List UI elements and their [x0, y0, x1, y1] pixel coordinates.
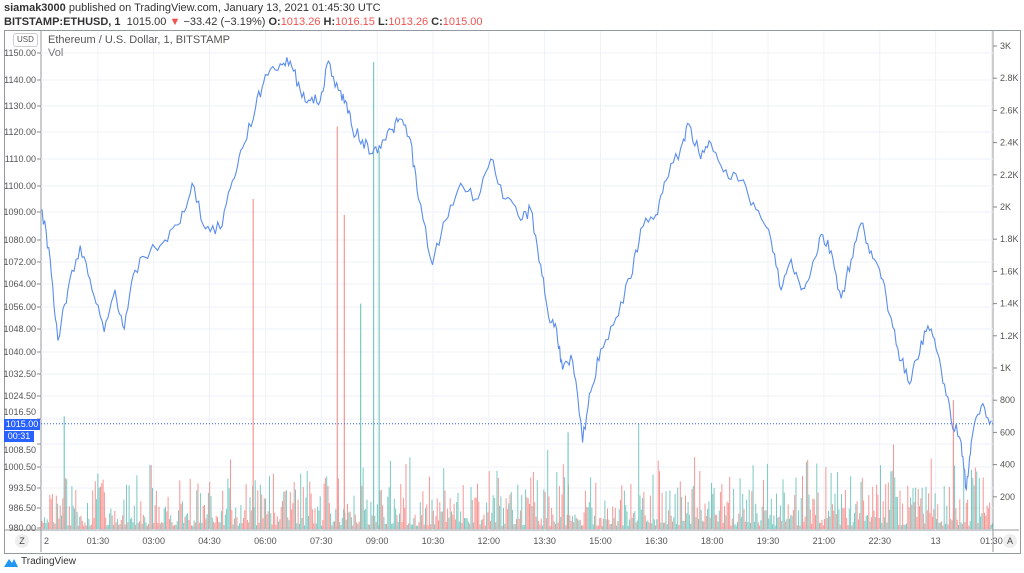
zoom-reset-button[interactable]: Z: [15, 534, 29, 548]
ohlc-bar: BITSTAMP:ETHUSD, 1 1015.00 ▼ −33.42 (−3.…: [4, 16, 483, 28]
time-tick-label: 10:30: [422, 536, 445, 546]
tradingview-logo-icon: [4, 559, 18, 567]
left-tick-label: 1048.00: [3, 324, 36, 334]
right-tick-label: 1.2K: [1000, 331, 1019, 341]
chart-legend-title: Ethereum / U.S. Dollar, 1, BITSTAMP: [48, 34, 230, 46]
time-tick-label: 12:00: [478, 536, 501, 546]
left-tick-label: 1072.00: [3, 257, 36, 267]
left-tick-label: 1140.00: [4, 75, 36, 85]
left-tick-label: 1056.00: [3, 302, 36, 312]
time-tick-label: 13:30: [533, 536, 556, 546]
right-tick-label: 2.2K: [1000, 170, 1019, 180]
last-price: 1015.00: [126, 16, 167, 28]
left-tick-label: 1150.00: [4, 48, 36, 58]
left-tick-label: 1000.50: [3, 462, 36, 472]
left-tick-label: 1080.00: [3, 235, 36, 245]
time-tick-label: 19:30: [757, 536, 780, 546]
time-tick-label: 09:00: [366, 536, 389, 546]
right-tick-label: 1.8K: [1000, 234, 1019, 244]
right-tick-label: 800: [1000, 395, 1015, 405]
symbol: BITSTAMP:ETHUSD, 1: [4, 16, 121, 28]
volume-bars: [41, 62, 993, 529]
left-tick-label: 1100.00: [4, 181, 36, 191]
time-tick-label: 01:30: [980, 536, 1003, 546]
left-tick-label: 1130.00: [4, 101, 36, 111]
bar-countdown: 00:31: [4, 431, 34, 442]
last-price-tag: 1015.00: [4, 419, 40, 430]
right-tick-label: 3K: [1000, 41, 1011, 51]
time-tick-label: 03:00: [142, 536, 165, 546]
open-label: O:: [268, 16, 281, 28]
down-arrow-icon: ▼: [169, 16, 181, 28]
low-label: L:: [377, 16, 389, 28]
left-tick-label: 1120.00: [4, 127, 36, 137]
left-tick-label: 986.50: [8, 503, 36, 513]
high-value: 1016.15: [335, 16, 375, 28]
time-tick-label: 21:00: [813, 536, 836, 546]
left-tick-label: 1064.00: [3, 279, 36, 289]
right-tick-label: 1.6K: [1000, 266, 1019, 276]
time-tick-label: 18:00: [701, 536, 724, 546]
left-tick-label: 1016.50: [3, 407, 36, 417]
left-tick-label: 1110.00: [5, 154, 36, 164]
right-tick-label: 1.4K: [1000, 299, 1019, 309]
right-tick-label: 600: [1000, 427, 1015, 437]
right-tick-label: 2.6K: [1000, 105, 1019, 115]
left-tick-label: 1032.50: [3, 369, 36, 379]
time-tick-label: 01:30: [87, 536, 110, 546]
time-tick-label: 04:30: [198, 536, 221, 546]
change: −33.42 (−3.19%): [183, 16, 266, 28]
open-value: 1013.26: [280, 16, 321, 28]
time-tick-label: 15:00: [589, 536, 612, 546]
price-line: [41, 57, 992, 492]
close-value: 1015.00: [442, 16, 483, 28]
right-tick-label: 2K: [1000, 202, 1011, 212]
author: siamak3000: [4, 2, 66, 14]
left-tick-label: 1024.50: [3, 391, 36, 401]
publish-info: siamak3000 published on TradingView.com,…: [4, 2, 381, 14]
right-tick-label: 200: [1000, 492, 1015, 502]
time-tick-label: 06:00: [254, 536, 277, 546]
volume-legend: Vol: [48, 47, 64, 59]
auto-scale-button[interactable]: A: [1003, 534, 1017, 548]
left-tick-label: 1040.00: [3, 347, 36, 357]
high-label: H:: [323, 16, 336, 28]
low-value: 1013.26: [388, 16, 429, 28]
time-tick-label: 22:30: [868, 536, 891, 546]
left-tick-label: 980.00: [8, 523, 36, 533]
right-tick-label: 2.8K: [1000, 73, 1019, 83]
time-tick-label: 07:30: [310, 536, 333, 546]
currency-badge[interactable]: USD: [13, 33, 38, 47]
published-text: published on TradingView.com, January 13…: [68, 2, 381, 14]
brand-name: TradingView: [21, 556, 77, 567]
left-tick-label: 1090.00: [3, 207, 36, 217]
time-tick-label: 13: [931, 536, 941, 546]
right-tick-label: 1K: [1000, 363, 1011, 373]
right-tick-label: 2.4K: [1000, 138, 1019, 148]
close-label: C:: [431, 16, 443, 28]
tradingview-logo: TradingView: [4, 556, 76, 568]
chart-frame: [4, 30, 1021, 554]
time-tick-label: 2: [44, 536, 49, 546]
left-tick-label: 993.50: [8, 483, 36, 493]
right-tick-label: 400: [1000, 460, 1015, 470]
left-tick-label: 1008.50: [3, 445, 36, 455]
time-tick-label: 16:30: [645, 536, 668, 546]
